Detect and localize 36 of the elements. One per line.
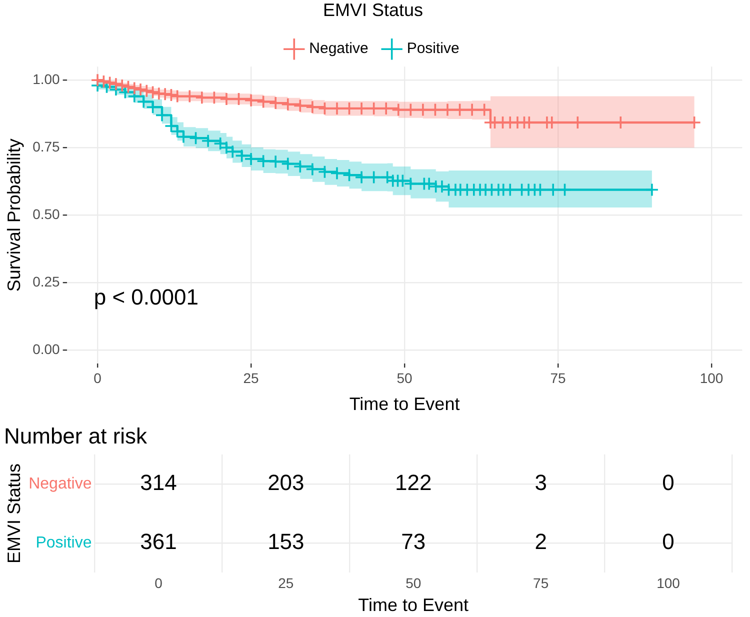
y-tick-label: Negative: [28, 475, 92, 492]
legend-label: Negative: [309, 40, 368, 58]
y-tick-label: 0.75: [32, 138, 60, 154]
data-label: 2: [534, 529, 547, 554]
chart-title: Number at risk: [4, 423, 148, 448]
y-axis-title: EMVI Status: [4, 463, 24, 564]
x-tick-label: 100: [700, 370, 724, 386]
y-axis-title: Survival Probability: [4, 138, 24, 292]
x-tick-label: 75: [550, 370, 566, 386]
data-label: 153: [268, 529, 304, 554]
x-tick-label: 100: [656, 574, 680, 591]
x-tick-label: 0: [154, 574, 163, 591]
x-tick-label: 50: [396, 370, 413, 386]
x-axis-title: Time to Event: [358, 595, 469, 616]
y-tick-label: 0.25: [32, 273, 60, 290]
data-label: 0: [662, 529, 674, 554]
data-label: 122: [395, 470, 432, 496]
data-label: 203: [268, 470, 304, 496]
annotation: p < 0.0001: [94, 284, 198, 310]
x-tick-label: 0: [94, 370, 102, 386]
y-tick-label: 1.00: [32, 70, 60, 87]
legend-label: Positive: [406, 40, 460, 58]
data-label: 361: [140, 529, 177, 554]
y-tick-label: 0.00: [32, 340, 60, 357]
data-label: 314: [140, 470, 177, 496]
x-tick-label: 25: [278, 574, 294, 591]
x-tick-label: 75: [533, 574, 549, 591]
data-label: 3: [534, 470, 547, 496]
data-label: 73: [401, 529, 426, 554]
x-tick-label: 50: [406, 574, 422, 591]
legend-title: EMVI Status: [322, 0, 424, 20]
y-tick-label: 0.50: [32, 206, 60, 222]
y-tick-label: Positive: [36, 534, 92, 552]
data-label: 0: [662, 470, 674, 496]
x-axis-title: Time to Event: [349, 394, 460, 414]
x-tick-label: 25: [243, 370, 260, 386]
